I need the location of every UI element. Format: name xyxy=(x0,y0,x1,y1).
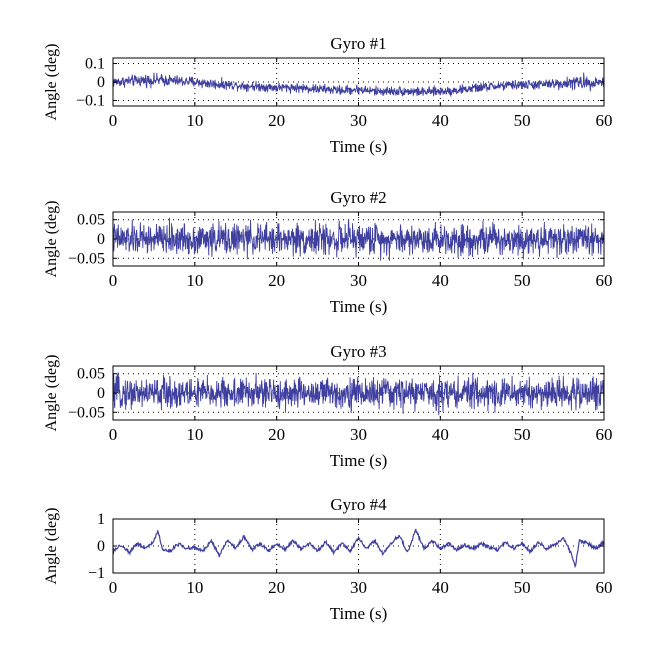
chart-title: Gyro #2 xyxy=(330,188,386,207)
series-line xyxy=(113,72,604,97)
y-tick-label: −0.1 xyxy=(76,92,105,109)
x-tick-label: 40 xyxy=(432,111,449,130)
x-tick-label: 10 xyxy=(186,425,203,444)
x-tick-label: 20 xyxy=(268,271,285,290)
x-tick-label: 10 xyxy=(186,578,203,597)
x-tick-label: 60 xyxy=(596,425,613,444)
x-tick-label: 20 xyxy=(268,425,285,444)
x-tick-label: 60 xyxy=(596,578,613,597)
y-tick-label: −0.05 xyxy=(68,250,105,267)
y-axis-label: Angle (deg) xyxy=(43,44,60,121)
y-tick-label: 0.05 xyxy=(77,366,105,383)
x-tick-label: 30 xyxy=(350,111,367,130)
x-tick-label: 0 xyxy=(109,425,118,444)
y-tick-label: 0 xyxy=(97,385,105,402)
x-tick-label: 30 xyxy=(350,425,367,444)
x-tick-label: 60 xyxy=(596,111,613,130)
y-tick-label: 0 xyxy=(97,538,105,555)
series-line xyxy=(113,372,604,416)
y-tick-label: 1 xyxy=(97,511,105,528)
x-tick-label: 0 xyxy=(109,578,118,597)
y-axis-label: Angle (deg) xyxy=(43,355,60,432)
x-tick-label: 40 xyxy=(432,271,449,290)
y-tick-label: 0.05 xyxy=(77,212,105,229)
x-tick-label: 50 xyxy=(514,271,531,290)
x-tick-label: 50 xyxy=(514,578,531,597)
y-tick-label: −0.05 xyxy=(68,404,105,421)
chart-title: Gyro #4 xyxy=(330,495,387,514)
x-tick-label: 20 xyxy=(268,578,285,597)
y-tick-label: 0 xyxy=(97,231,105,248)
x-tick-label: 30 xyxy=(350,271,367,290)
x-tick-label: 20 xyxy=(268,111,285,130)
series-line xyxy=(113,217,604,261)
x-tick-label: 40 xyxy=(432,578,449,597)
y-tick-label: 0 xyxy=(97,74,105,91)
chart-title: Gyro #3 xyxy=(330,342,386,361)
x-tick-label: 50 xyxy=(514,425,531,444)
x-axis-label: Time (s) xyxy=(330,137,387,156)
y-tick-label: 0.1 xyxy=(85,56,105,73)
x-axis-label: Time (s) xyxy=(330,604,387,623)
x-tick-label: 0 xyxy=(109,111,118,130)
x-tick-label: 0 xyxy=(109,271,118,290)
x-tick-label: 10 xyxy=(186,271,203,290)
series-line xyxy=(113,528,604,569)
y-axis-label: Angle (deg) xyxy=(43,201,60,278)
x-tick-label: 10 xyxy=(186,111,203,130)
x-tick-label: 50 xyxy=(514,111,531,130)
y-tick-label: −1 xyxy=(88,565,105,582)
x-tick-label: 40 xyxy=(432,425,449,444)
x-tick-label: 30 xyxy=(350,578,367,597)
x-tick-label: 60 xyxy=(596,271,613,290)
chart-title: Gyro #1 xyxy=(330,34,386,53)
y-axis-label: Angle (deg) xyxy=(43,508,60,585)
x-axis-label: Time (s) xyxy=(330,297,387,316)
x-axis-label: Time (s) xyxy=(330,451,387,470)
